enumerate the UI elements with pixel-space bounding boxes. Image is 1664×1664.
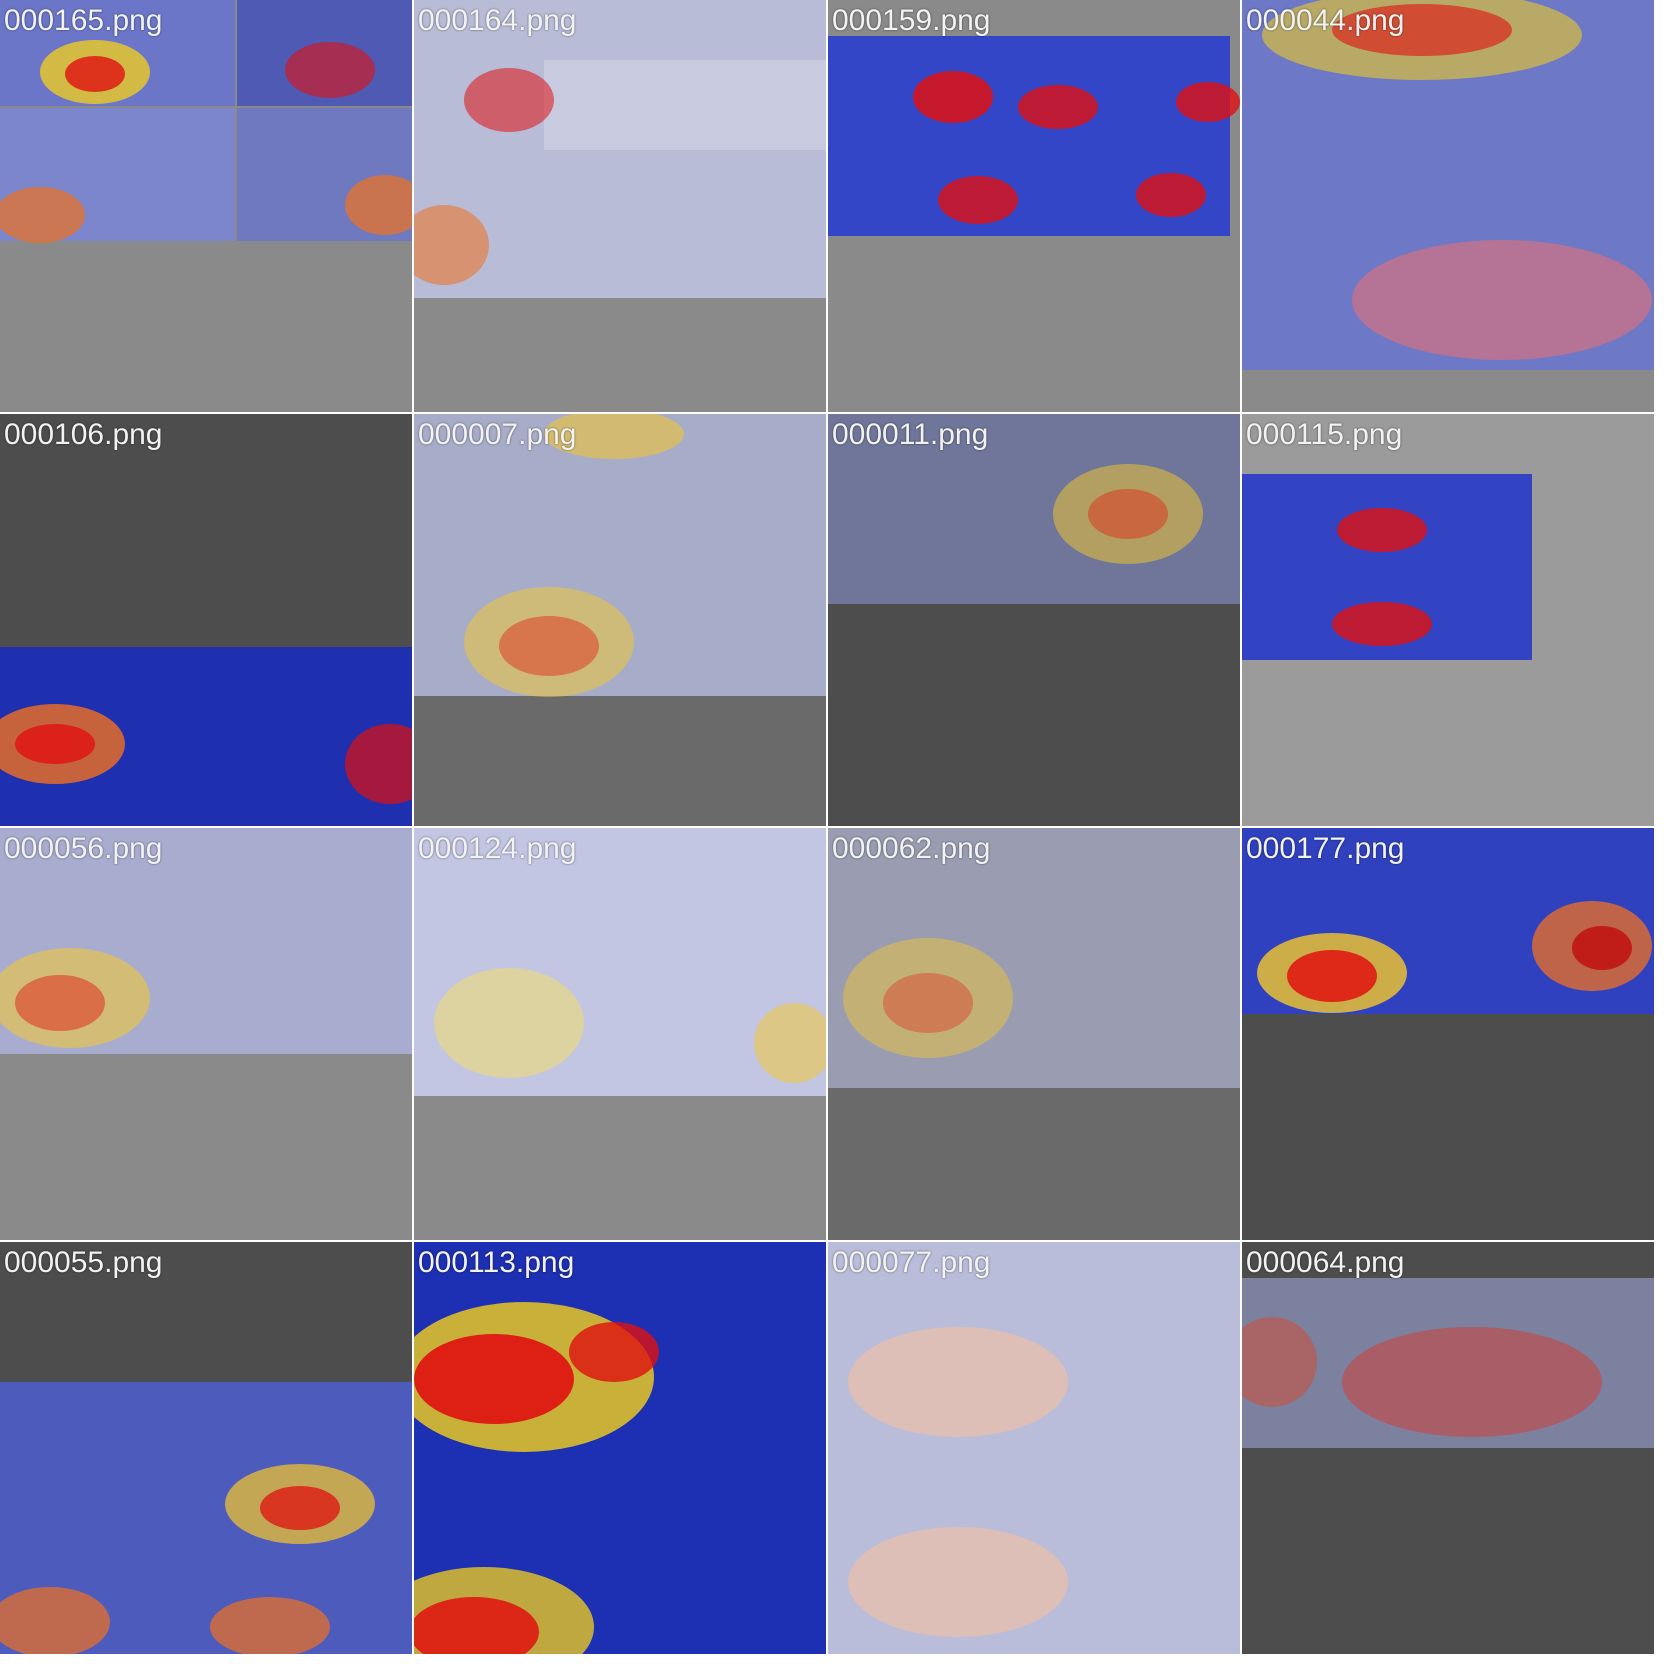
mosaic-tile: 000115.png [1242,414,1654,826]
image-filename-label: 000044.png [1246,4,1405,37]
image-filename-label: 000007.png [418,418,577,451]
heatmap-image [414,828,826,1096]
image-filename-label: 000124.png [418,832,577,865]
heatmap-image [828,36,1240,236]
mosaic-tile: 000056.png [0,828,412,1240]
heatmap-image [414,0,826,298]
heatmap-image [414,414,826,697]
heatmap-image [828,414,1240,604]
image-filename-label: 000115.png [1246,418,1403,451]
mosaic-tile: 000007.png [414,414,826,826]
image-filename-label: 000159.png [832,4,991,37]
heatmap-image [0,0,412,243]
image-filename-label: 000056.png [4,832,163,865]
image-filename-label: 000064.png [1246,1246,1405,1279]
image-filename-label: 000055.png [4,1246,163,1279]
heatmap-image [0,647,412,826]
image-filename-label: 000164.png [418,4,577,37]
heatmap-image [1242,474,1532,660]
heatmap-image [1242,828,1654,1014]
mosaic-tile: 000159.png [828,0,1240,412]
heatmap-image [1242,1278,1654,1448]
mosaic-tile: 000106.png [0,414,412,826]
mosaic-tile: 000064.png [1242,1242,1654,1654]
image-filename-label: 000011.png [832,418,989,451]
mosaic-tile: 000113.png [414,1242,826,1654]
heatmap-image [828,1242,1240,1654]
heatmap-image [414,1242,826,1654]
image-filename-label: 000077.png [832,1246,991,1279]
mosaic-tile: 000011.png [828,414,1240,826]
image-filename-label: 000062.png [832,832,991,865]
image-filename-label: 000106.png [4,418,163,451]
heatmap-image [1242,0,1654,370]
mosaic-tile: 000177.png [1242,828,1654,1240]
image-filename-label: 000177.png [1246,832,1405,865]
mosaic-tile: 000164.png [414,0,826,412]
image-filename-label: 000165.png [4,4,163,37]
mosaic-tile: 000044.png [1242,0,1654,412]
heatmap-image [828,828,1240,1088]
mosaic-tile: 000062.png [828,828,1240,1240]
mosaic-tile: 000124.png [414,828,826,1240]
mosaic-tile: 000077.png [828,1242,1240,1654]
image-filename-label: 000113.png [418,1246,575,1279]
heatmap-image [0,1382,412,1654]
mosaic-tile: 000165.png [0,0,412,412]
heatmap-image [0,828,412,1054]
mosaic-tile: 000055.png [0,1242,412,1654]
